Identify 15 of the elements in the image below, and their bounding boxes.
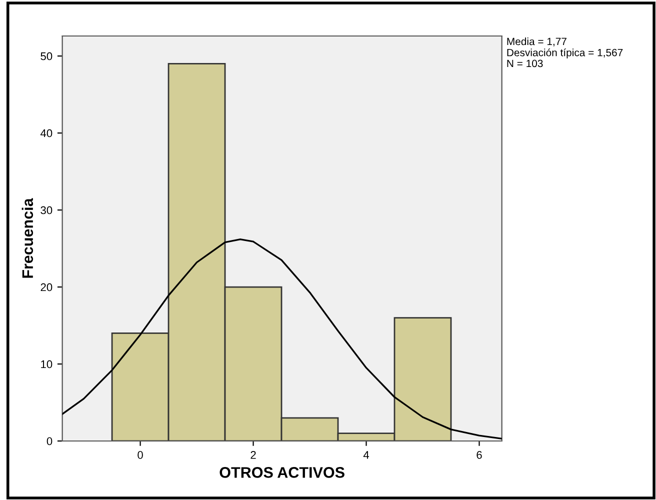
x-tick-label: 6 (476, 451, 482, 459)
text: Desviación típica = 1,567 (507, 48, 623, 58)
text: N = 103 (507, 60, 543, 68)
y-tick-label: 10 (41, 360, 52, 368)
y-tick-label: 0 (46, 437, 52, 446)
y-tick-label: 50 (40, 52, 52, 60)
x-tick-label: 4 (363, 451, 370, 459)
x-tick-label: 2 (250, 451, 256, 459)
y-tick-label: 40 (40, 129, 52, 138)
text: Media = 1,77 (507, 38, 566, 46)
y-tick-label: 20 (40, 283, 52, 292)
y-tick-label: 30 (40, 206, 52, 214)
x-tick-label: 0 (138, 451, 143, 459)
y-axis-title: Frecuencia (22, 198, 34, 278)
x-axis-title: OTROS ACTIVOS (220, 467, 344, 478)
